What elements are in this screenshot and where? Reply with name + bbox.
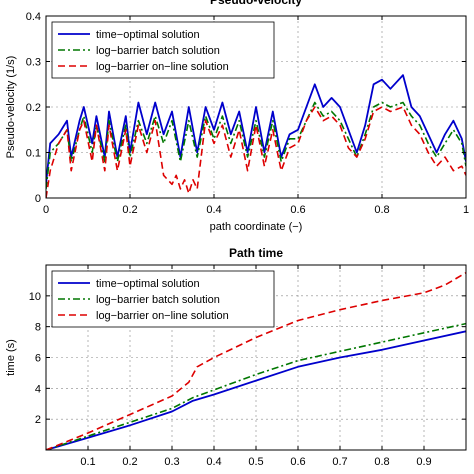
- x-tick-label: 0.6: [290, 456, 305, 468]
- x-tick-label: 0.2: [122, 204, 137, 216]
- chart-title: Path time: [229, 246, 283, 260]
- series-line-1: [46, 74, 466, 185]
- chart-panel-2: 0.1 0.2 0.3 0.4 0.5 0.6 0.7 0.8 0.9 2 4 6 8 10 Path ti…: [5, 246, 467, 468]
- series-line-2: [46, 101, 466, 189]
- x-tick-label: 0.4: [206, 204, 221, 216]
- y-tick-label: 8: [35, 322, 41, 334]
- y-tick-label: 10: [29, 291, 41, 303]
- x-tick-label: 0.1: [80, 456, 95, 468]
- y-tick-label: 0.4: [26, 11, 41, 23]
- legend-label-3: log−barrier on−line solution: [96, 61, 229, 73]
- y-axis-label: time (s): [5, 339, 17, 376]
- legend-label-1: time−optimal solution: [96, 278, 200, 290]
- legend-label-1: time−optimal solution: [96, 29, 200, 41]
- chart-panel-1: 0 0.2 0.4 0.6 0.8 1 0 0.1 0.2 0.3 0.4 Pseudo-veloci…: [5, 0, 469, 233]
- x-tick-label: 0.6: [290, 204, 305, 216]
- x-tick-label: 0.3: [164, 456, 179, 468]
- x-tick-label: 0.7: [332, 456, 347, 468]
- x-tick-label: 0.8: [374, 456, 389, 468]
- chart-title: Pseudo-velocity: [210, 0, 302, 7]
- legend: time−optimal solution log−barrier batch s…: [51, 270, 275, 328]
- y-tick-label: 0.3: [26, 57, 41, 69]
- x-axis-label: path coordinate (−): [210, 221, 303, 233]
- series-line-1: [46, 330, 466, 450]
- x-tick-label: 1: [463, 204, 469, 216]
- y-tick-label: 0.1: [26, 148, 41, 160]
- legend-label-2: log−barrier batch solution: [96, 294, 220, 306]
- legend: time−optimal solution log−barrier batch s…: [51, 21, 275, 79]
- series-line-2: [46, 322, 466, 450]
- x-tick-label: 0.4: [206, 456, 221, 468]
- y-axis-label: Pseudo-velocity (1/s): [5, 56, 17, 159]
- x-tick-label: 0.8: [374, 204, 389, 216]
- series-line-3: [46, 106, 466, 198]
- series-line-3: [46, 272, 466, 450]
- y-tick-label: 2: [35, 414, 41, 426]
- x-tick-label: 0: [43, 204, 49, 216]
- y-tick-label: 0: [35, 193, 41, 205]
- x-tick-label: 0.9: [416, 456, 431, 468]
- x-tick-label: 0.2: [122, 456, 137, 468]
- legend-label-2: log−barrier batch solution: [96, 45, 220, 57]
- y-tick-label: 0.2: [26, 102, 41, 114]
- y-tick-label: 4: [35, 383, 41, 395]
- x-tick-label: 0.5: [248, 456, 263, 468]
- y-tick-label: 6: [35, 353, 41, 365]
- legend-label-3: log−barrier on−line solution: [96, 310, 229, 322]
